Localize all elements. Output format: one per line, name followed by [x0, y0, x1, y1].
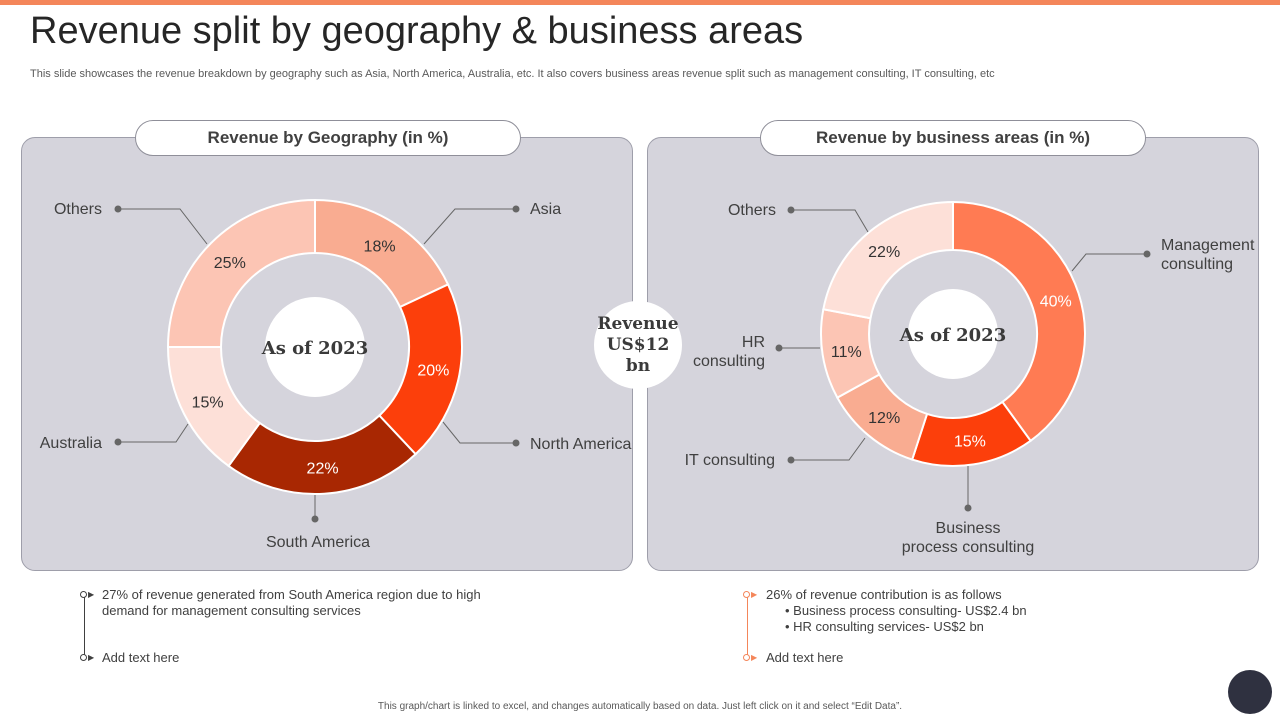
value-label-management-consulting: 40% [1040, 294, 1072, 311]
right-note-add-text: Add text here [766, 650, 844, 665]
category-label-others: Others [728, 202, 776, 219]
donut-center-label: As of 2023 [261, 338, 368, 359]
donut-chart-geography[interactable]: 18% Asia 20% North America 22% South America 1… [40, 198, 632, 551]
donut-center-label: As of 2023 [899, 325, 1006, 346]
right-note-bullet-1: • Business process consulting- US$2.4 bn [785, 603, 1027, 618]
leader-dot-north-america [512, 439, 520, 447]
donut-center-disc [265, 297, 365, 397]
value-label-australia: 15% [192, 395, 224, 412]
left-note-dot-1 [80, 591, 87, 598]
left-note-arrow-2: ▶ [88, 653, 95, 662]
slice-others[interactable] [822, 200, 954, 320]
footer-note: This graph/chart is linked to excel, and… [377, 701, 903, 712]
total-revenue-value: US$12 bn [606, 334, 670, 376]
category-label-north-america: North America [530, 436, 631, 453]
left-note-connector [84, 596, 85, 658]
value-label-north-america: 20% [417, 363, 449, 380]
business-areas-chart-title: Revenue by business areas (in %) [760, 120, 1146, 156]
category-label-south-america: South America [266, 534, 370, 551]
right-note-connector [747, 596, 748, 658]
left-note-arrow-1: ▶ [88, 590, 95, 599]
total-revenue-badge: Revenue US$12 bn [594, 301, 682, 389]
value-label-hr-consulting: 11% [831, 344, 862, 361]
leader-dot-south-america [311, 515, 319, 523]
leader-line-others [118, 208, 208, 245]
value-label-south-america: 22% [307, 460, 339, 477]
leader-line-asia [423, 208, 516, 245]
category-label-hr-consulting-2: consulting [693, 353, 765, 370]
leader-dot-others [787, 206, 795, 214]
leader-line-australia [118, 423, 189, 443]
value-label-others: 25% [214, 255, 246, 272]
leader-dot-asia [512, 205, 520, 213]
right-note-line-1: 26% of revenue contribution is as follow… [766, 587, 1002, 602]
donut-chart-business-areas[interactable]: 40% Management consulting 15% Business proces… [685, 200, 1255, 556]
value-label-others: 22% [868, 244, 900, 261]
category-label-it-consulting: IT consulting [685, 452, 775, 469]
category-label-australia: Australia [40, 435, 102, 452]
right-note-dot-2 [743, 654, 750, 661]
leader-line-others [791, 209, 869, 233]
top-accent-bar [0, 0, 1280, 5]
category-label-management-consulting-1: Management [1161, 237, 1255, 254]
category-label-business-process-consulting-2: process consulting [902, 539, 1035, 556]
left-note-dot-2 [80, 654, 87, 661]
leader-dot-australia [114, 438, 122, 446]
left-note-line-1: 27% of revenue generated from South Amer… [102, 587, 481, 602]
category-label-management-consulting-2: consulting [1161, 256, 1233, 273]
value-label-it-consulting: 12% [868, 410, 900, 427]
total-revenue-label: Revenue [597, 313, 679, 334]
leader-dot-others [114, 205, 122, 213]
category-label-hr-consulting-1: HR [742, 334, 765, 351]
value-label-business-process-consulting: 15% [954, 434, 986, 451]
leader-line-north-america [442, 421, 516, 444]
right-note-bullet-2: • HR consulting services- US$2 bn [785, 619, 984, 634]
category-label-asia: Asia [530, 201, 561, 218]
leader-line-management-consulting [1071, 253, 1147, 272]
leader-dot-hr-consulting [775, 344, 783, 352]
left-note-line-2: demand for management consulting service… [102, 603, 361, 618]
leader-dot-it-consulting [787, 456, 795, 464]
value-label-asia: 18% [364, 238, 396, 255]
right-note-arrow-2: ▶ [751, 653, 758, 662]
right-note-arrow-1: ▶ [751, 590, 758, 599]
right-note-dot-1 [743, 591, 750, 598]
category-label-business-process-consulting-1: Business [936, 520, 1001, 537]
slice-others[interactable] [166, 198, 316, 348]
leader-line-it-consulting [791, 437, 866, 461]
left-note-add-text: Add text here [102, 650, 180, 665]
leader-dot-management-consulting [1143, 250, 1151, 258]
leader-dot-business-process-consulting [964, 504, 972, 512]
slice-management-consulting[interactable] [952, 200, 1086, 443]
page-title: Revenue split by geography & business ar… [30, 10, 804, 52]
page-subtitle: This slide showcases the revenue breakdo… [30, 68, 995, 80]
category-label-others: Others [54, 201, 102, 218]
donut-center-disc [908, 289, 998, 379]
geography-chart-title: Revenue by Geography (in %) [135, 120, 521, 156]
corner-circle [1228, 670, 1272, 714]
